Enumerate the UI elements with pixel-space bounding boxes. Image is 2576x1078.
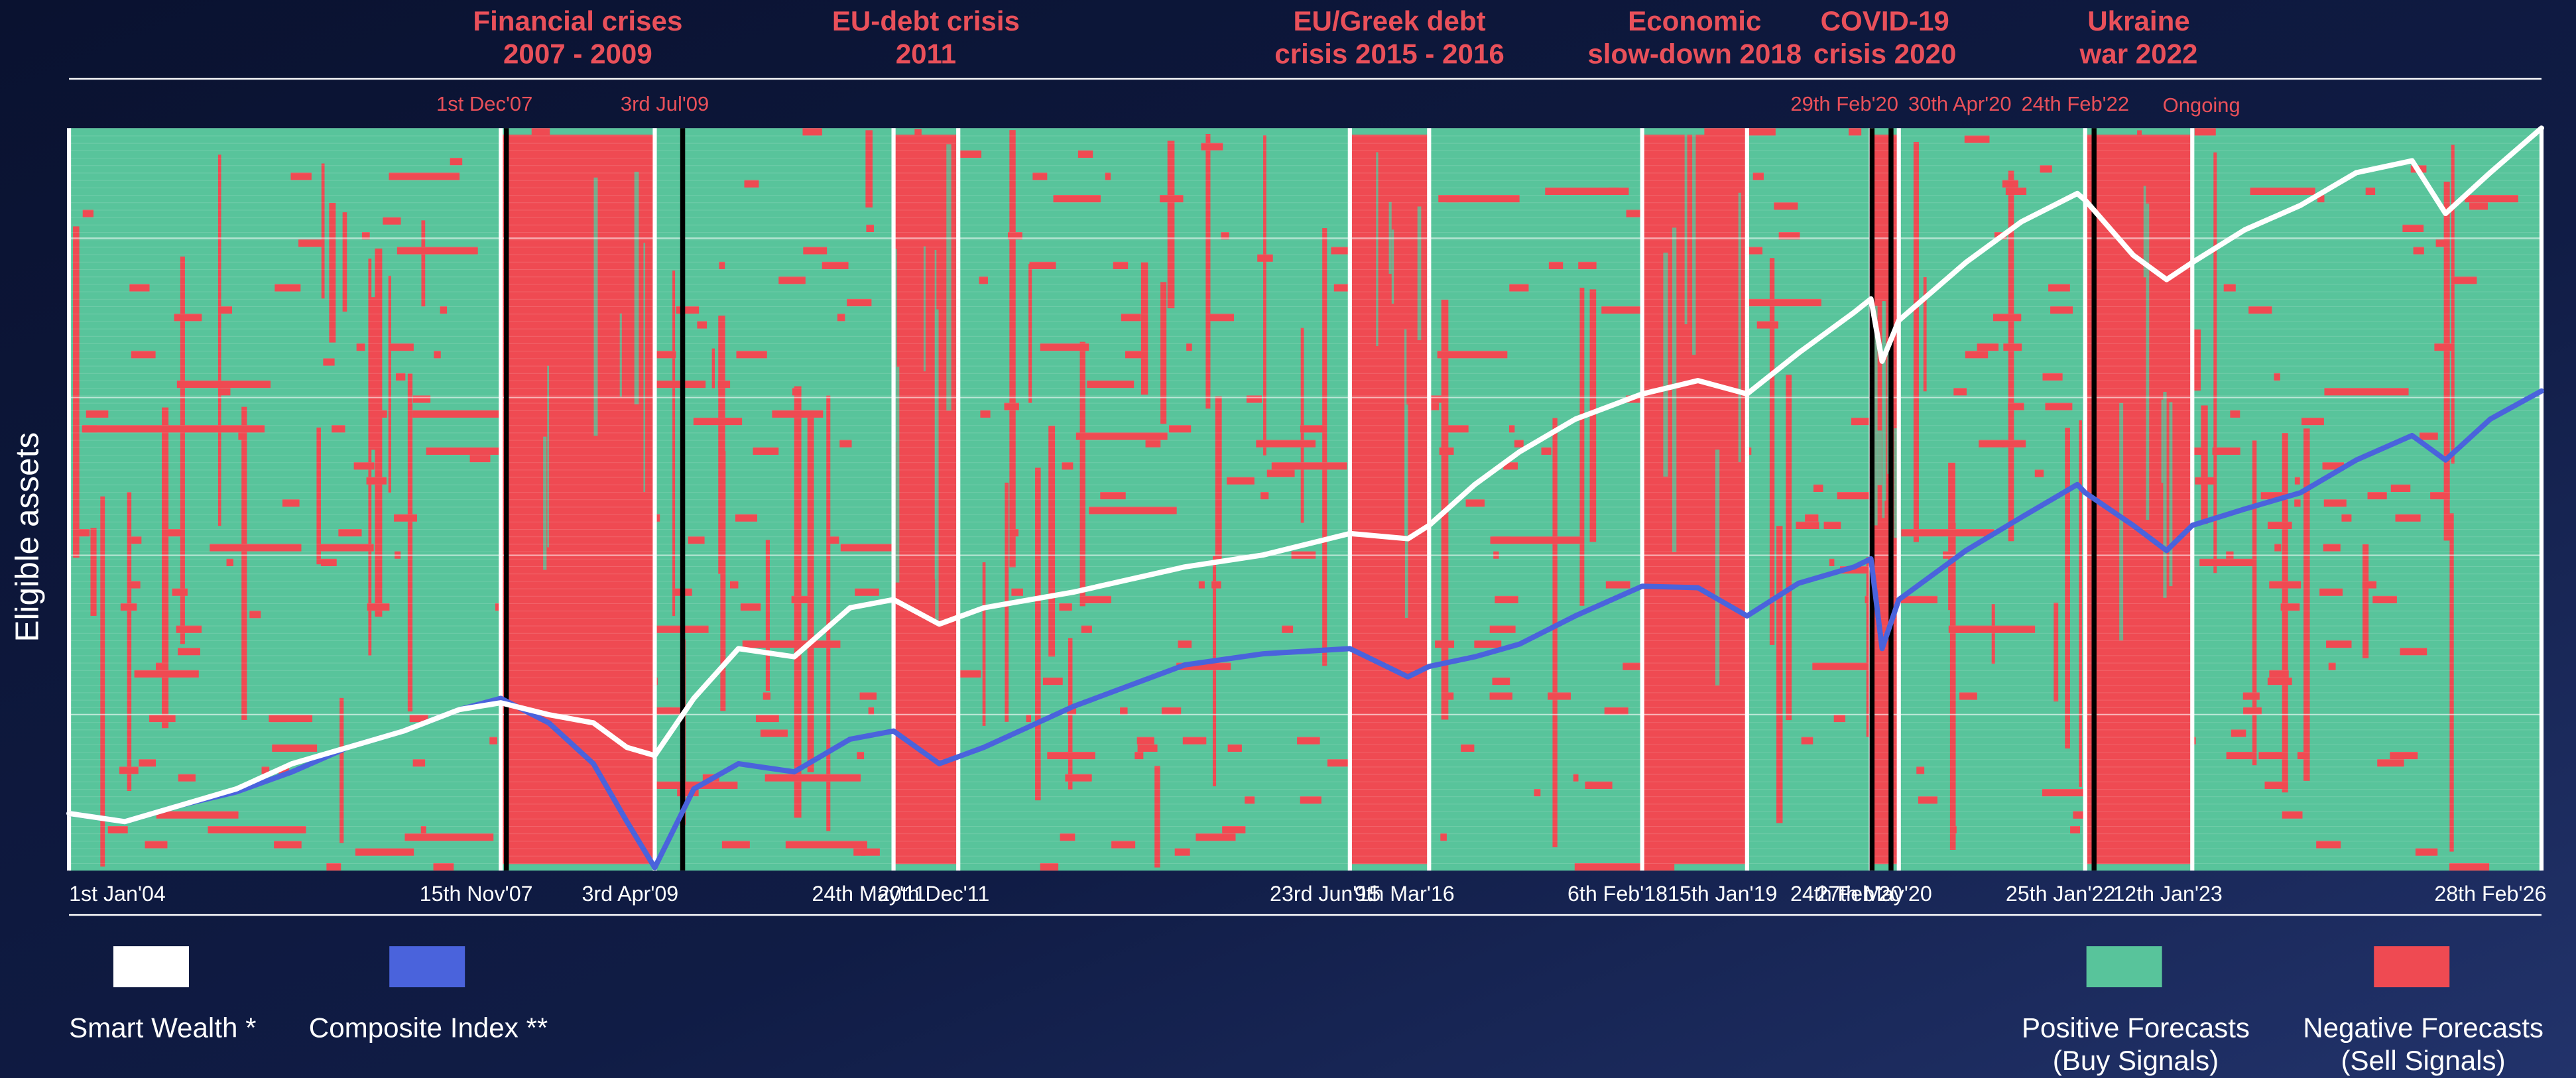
x-tick-label: 15th Jan'19: [1668, 882, 1777, 906]
x-tick-label: 24th Feb'20: [1790, 882, 1902, 906]
series-line: [66, 125, 2544, 825]
x-tick-label: 28th Feb'26: [2434, 882, 2546, 906]
legend-label: Negative Forecasts: [2303, 1012, 2544, 1044]
crisis-title: 2011: [896, 38, 956, 69]
crisis-title: slow-down 2018: [1587, 38, 1802, 69]
event-label: 30th Apr'20: [1908, 92, 2012, 115]
x-tick-label: 20th Dec'11: [878, 882, 989, 906]
x-tick-label: 27th May'20: [1816, 882, 1932, 906]
plot-area: [66, 128, 2544, 871]
crisis-title: EU-debt crisis: [832, 5, 1020, 36]
crisis-status: Ongoing: [2163, 93, 2240, 117]
x-tick-label: 12th Jan'23: [2113, 882, 2222, 906]
x-tick-label: 6th Feb'18: [1567, 882, 1668, 906]
crisis-title: COVID-19: [1821, 5, 1949, 36]
crisis-title: 2007 - 2009: [503, 38, 652, 69]
legend-note: (Sell Signals): [2341, 1045, 2506, 1076]
y-axis-label: Eligible assets: [9, 432, 46, 642]
crisis-title: EU/Greek debt: [1293, 5, 1485, 36]
legend-swatch: [113, 946, 189, 988]
x-tick-label: 3rd Apr'09: [582, 882, 678, 906]
legend-label: Positive Forecasts: [2022, 1012, 2250, 1044]
x-tick-label: 23rd Jun'15: [1270, 882, 1380, 906]
legend-label: Smart Wealth *: [69, 1012, 256, 1044]
crisis-title: war 2022: [2079, 38, 2198, 69]
crisis-title: Ukraine: [2087, 5, 2189, 36]
legend-note: (Buy Signals): [2053, 1045, 2219, 1076]
legend-label: Composite Index **: [309, 1012, 548, 1044]
legend-swatch: [389, 946, 465, 988]
x-tick-label: 9th Mar'16: [1355, 882, 1455, 906]
crisis-title: crisis 2015 - 2016: [1274, 38, 1504, 69]
x-tick-label: 15th Nov'07: [420, 882, 533, 906]
crisis-title: crisis 2020: [1813, 38, 1956, 69]
event-label: 1st Dec'07: [436, 92, 532, 115]
x-tick-label: 25th Jan'22: [2006, 882, 2115, 906]
crisis-title: Financial crises: [473, 5, 682, 36]
event-label: 29th Feb'20: [1790, 92, 1898, 115]
x-tick-label: 24th May'11: [812, 882, 926, 906]
legend-swatch: [2374, 946, 2450, 988]
crisis-title: Economic: [1628, 5, 1761, 36]
row-lines: [69, 128, 2542, 871]
overlay: 1st Jan'04 15th Nov'07 3rd Apr'09 24th May'…: [66, 5, 2546, 1076]
event-label: 3rd Jul'09: [621, 92, 709, 115]
event-label: 24th Feb'22: [2021, 92, 2129, 115]
x-tick-label: 1st Jan'04: [69, 882, 166, 906]
legend-swatch: [2086, 946, 2162, 988]
